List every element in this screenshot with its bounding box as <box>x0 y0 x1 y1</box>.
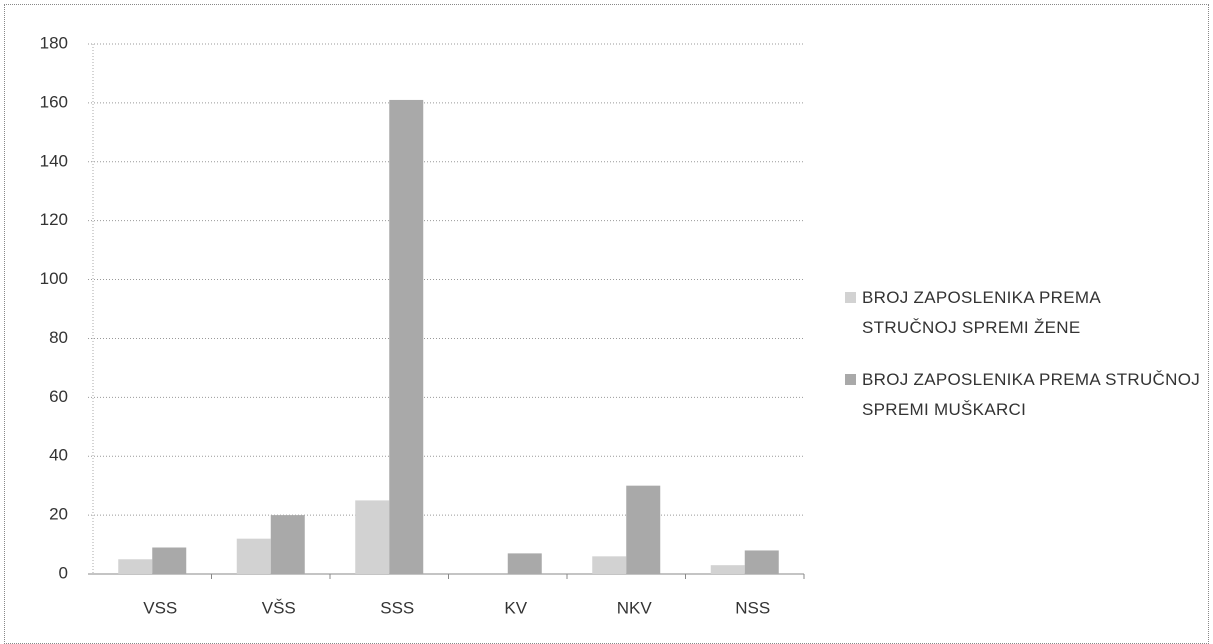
y-tick-label: 120 <box>40 210 68 229</box>
bar <box>389 99 424 574</box>
bar <box>236 538 271 574</box>
y-tick-label: 20 <box>49 505 68 524</box>
x-tick-label: NSS <box>735 598 770 617</box>
legend-swatch <box>845 292 856 303</box>
y-tick-label: 0 <box>59 563 68 582</box>
bar <box>152 547 187 574</box>
x-tick-label: KV <box>504 598 527 617</box>
y-tick-label: 80 <box>49 328 68 347</box>
bar <box>592 556 627 574</box>
legend: BROJ ZAPOSLENIKA PREMA STRUČNOJ SPREMI Ž… <box>845 283 1205 447</box>
legend-label: BROJ ZAPOSLENIKA PREMA STRUČNOJ SPREMI Ž… <box>862 288 1101 337</box>
legend-item: BROJ ZAPOSLENIKA PREMA STRUČNOJ SPREMI Ž… <box>845 283 1205 343</box>
bar <box>507 553 542 574</box>
x-tick-label: NKV <box>617 598 653 617</box>
bar <box>355 500 390 574</box>
legend-label: BROJ ZAPOSLENIKA PREMA STRUČNOJ SPREMI M… <box>862 370 1201 419</box>
y-tick-label: 40 <box>49 446 68 465</box>
bar <box>626 485 661 574</box>
bar <box>710 565 745 574</box>
y-tick-label: 180 <box>40 33 68 52</box>
x-tick-label: SSS <box>380 598 414 617</box>
legend-swatch <box>845 374 856 385</box>
y-tick-label: 100 <box>40 269 68 288</box>
x-tick-label: VŠS <box>262 598 296 617</box>
y-tick-label: 60 <box>49 387 68 406</box>
bar <box>118 559 153 574</box>
bar <box>744 550 779 574</box>
x-tick-label: VSS <box>143 598 177 617</box>
legend-item: BROJ ZAPOSLENIKA PREMA STRUČNOJ SPREMI M… <box>845 365 1205 425</box>
y-tick-label: 160 <box>40 92 68 111</box>
bar <box>270 515 305 574</box>
y-tick-label: 140 <box>40 151 68 170</box>
